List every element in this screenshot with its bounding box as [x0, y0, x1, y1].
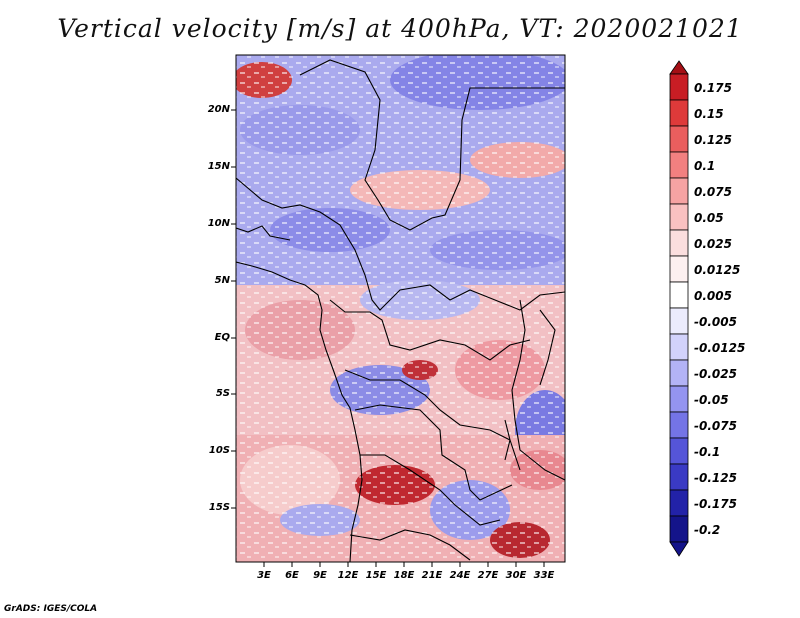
map-title: Vertical velocity [m/s] at 400hPa, VT: 2… — [57, 14, 743, 43]
colorbar-label: 0.1 — [694, 159, 716, 173]
colorbar-bottom-arrow — [669, 541, 689, 557]
lat-label-10n: 10N — [207, 218, 230, 229]
colorbar-box-4 — [669, 177, 689, 205]
velocity-field — [236, 55, 565, 562]
colorbar-label: 0.175 — [694, 81, 732, 95]
lon-label-24e: 24E — [449, 570, 471, 581]
colorbar-top-arrow — [669, 60, 689, 75]
lon-label-12e: 12E — [337, 570, 359, 581]
lon-label-6e: 6E — [285, 570, 299, 581]
lon-label-3e: 3E — [257, 570, 271, 581]
colorbar-label: 0.0125 — [694, 263, 741, 277]
colorbar-box-14 — [669, 437, 689, 465]
colorbar-box-2 — [669, 125, 689, 153]
colorbar-label: -0.075 — [694, 419, 737, 433]
lon-label-21e: 21E — [421, 570, 443, 581]
lon-label-18e: 18E — [393, 570, 415, 581]
colorbar-label: 0.05 — [694, 211, 724, 225]
colorbar-label: -0.2 — [694, 523, 721, 537]
colorbar-box-15 — [669, 463, 689, 491]
colorbar-label: -0.0125 — [694, 341, 746, 355]
lat-label-5n: 5N — [214, 275, 230, 286]
colorbar-label: 0.125 — [694, 133, 732, 147]
lat-label-20n: 20N — [207, 104, 230, 115]
colorbar-box-6 — [669, 229, 689, 257]
lat-label-10s: 10S — [208, 445, 230, 456]
colorbar-box-13 — [669, 411, 689, 439]
lat-label-eq: EQ — [214, 332, 230, 343]
colorbar-label: 0.025 — [694, 237, 732, 251]
colorbar-box-0 — [669, 73, 689, 101]
colorbar-label: -0.1 — [694, 445, 721, 459]
colorbar-box-1 — [669, 99, 689, 127]
colorbar-label: 0.075 — [694, 185, 732, 199]
lon-label-30e: 30E — [505, 570, 527, 581]
colorbar-box-3 — [669, 151, 689, 179]
colorbar-label: -0.05 — [694, 393, 729, 407]
colorbar-box-9 — [669, 307, 689, 335]
colorbar-box-5 — [669, 203, 689, 231]
lat-label-15n: 15N — [207, 161, 230, 172]
colorbar-label: -0.005 — [694, 315, 737, 329]
lat-label-15s: 15S — [208, 502, 230, 513]
colorbar-label: -0.125 — [694, 471, 737, 485]
colorbar-box-11 — [669, 359, 689, 387]
colorbar-label: 0.15 — [694, 107, 724, 121]
colorbar-label: -0.175 — [694, 497, 737, 511]
colorbar-box-17 — [669, 515, 689, 543]
colorbar-label: 0.005 — [694, 289, 732, 303]
colorbar-box-7 — [669, 255, 689, 283]
colorbar-box-16 — [669, 489, 689, 517]
lon-label-9e: 9E — [313, 570, 327, 581]
lon-label-33e: 33E — [533, 570, 555, 581]
grads-credit: GrADS: IGES/COLA — [4, 604, 98, 614]
lon-label-27e: 27E — [477, 570, 499, 581]
colorbar-box-12 — [669, 385, 689, 413]
colorbar — [669, 60, 689, 557]
colorbar-label: -0.025 — [694, 367, 737, 381]
colorbar-box-10 — [669, 333, 689, 361]
lat-label-5s: 5S — [215, 388, 230, 399]
colorbar-box-8 — [669, 281, 689, 309]
lon-label-15e: 15E — [365, 570, 387, 581]
